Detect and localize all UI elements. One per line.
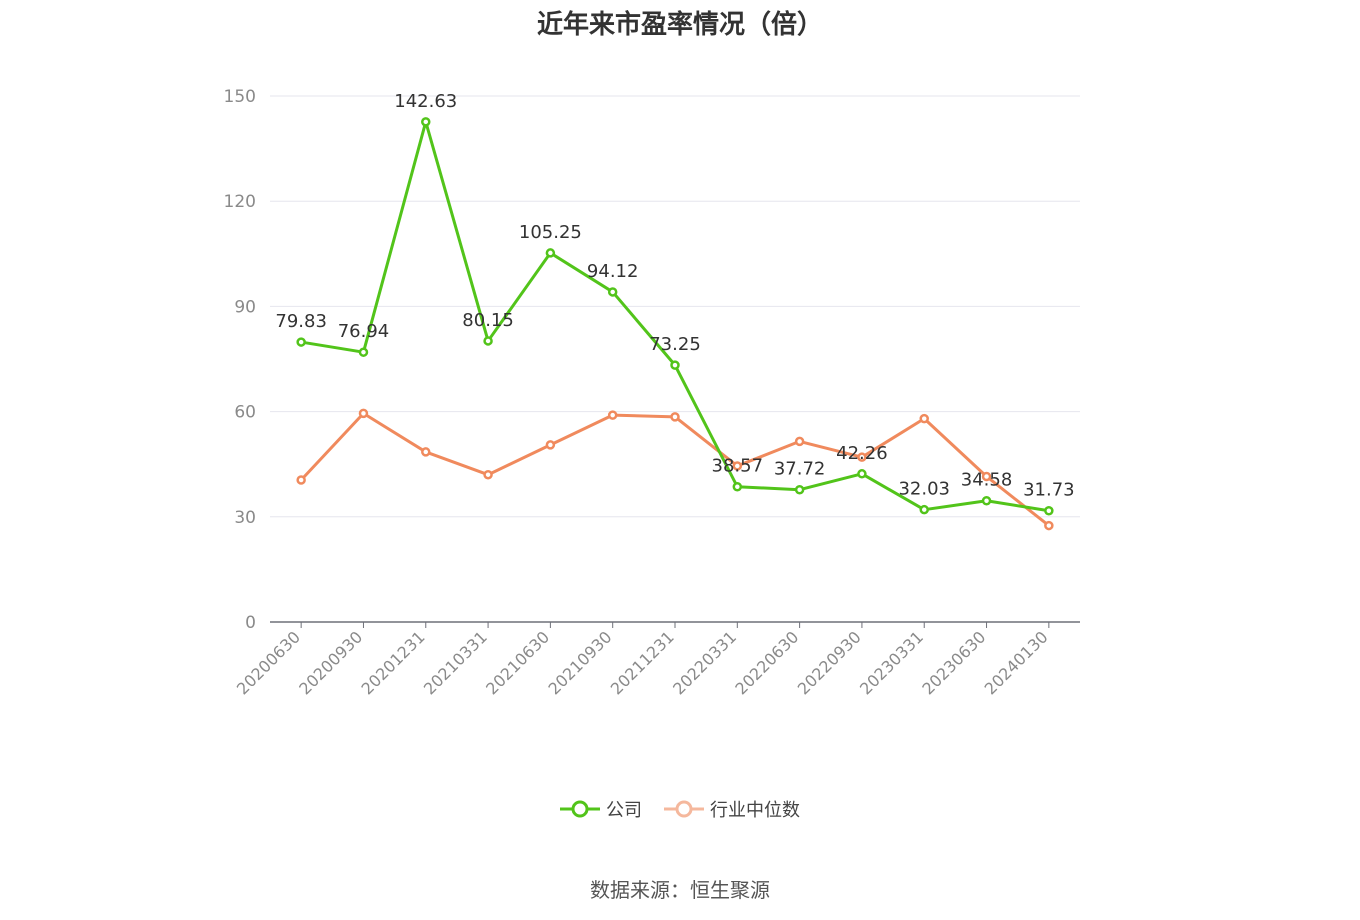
company-data-label: 32.03 [898,479,950,500]
x-tick-label: 20240130 [981,627,1052,698]
x-tick-label: 20201231 [358,627,429,698]
company-point [857,469,867,479]
y-tick-label: 120 [224,192,256,212]
company-point [1044,505,1054,516]
company-point [483,336,493,346]
industry-point [670,412,680,422]
grid-lines [270,95,1080,518]
industry-point [981,471,992,482]
company-data-label: 73.25 [649,334,701,355]
company-point [358,347,369,357]
industry-point [607,410,618,420]
x-tick-label: 20200930 [295,627,366,698]
y-axis-ticks: 0 30 60 90 120 150 [224,87,256,633]
company-point [607,287,618,297]
company-point [732,481,743,492]
legend-industry-icon [664,800,704,818]
x-tick-label: 20220630 [731,627,802,698]
company-data-label: 105.25 [519,222,582,243]
company-data-label: 76.94 [338,321,390,342]
company-data-label: 38.57 [712,456,764,477]
industry-point [483,469,493,480]
x-tick-label: 20230331 [856,627,927,698]
x-tick-label: 20200630 [233,627,304,698]
legend-item-company[interactable]: 公司 [560,796,642,822]
legend: 公司 行业中位数 [0,796,1360,822]
x-tick-label: 20210930 [545,627,616,698]
company-data-label: 42.26 [836,443,888,464]
company-point [421,117,431,127]
company-data-label: 31.73 [1023,480,1075,501]
x-tick-label: 20211231 [607,627,678,698]
x-tick-label: 20230630 [918,627,989,698]
company-point [794,484,805,495]
company-point [919,504,929,515]
legend-item-industry[interactable]: 行业中位数 [664,796,800,822]
industry-point [857,452,867,462]
data-source: 数据来源：恒生聚源 [590,878,770,902]
company-data-label: 94.12 [587,261,639,282]
y-tick-label: 0 [245,613,256,633]
company-data-label: 37.72 [774,459,826,480]
company-point [670,360,680,370]
company-data-label: 142.63 [394,91,457,112]
legend-company-label: 公司 [606,800,642,821]
company-data-label: 79.83 [275,311,327,332]
legend-company-icon [560,800,600,818]
industry-point [421,447,431,457]
x-tick-label: 20210630 [482,627,553,698]
legend-industry-label: 行业中位数 [710,800,800,821]
x-tick-label: 20220331 [669,627,740,698]
industry-point [358,408,369,419]
industry-point [545,440,556,450]
company-data-label: 80.15 [462,310,514,331]
industry-point [1044,520,1054,531]
x-axis: 2020063020200930202012312021033120210630… [233,621,1080,698]
chart-title: 近年来市盈率情况（倍） [536,10,823,40]
company-point [981,495,992,506]
industry-point [919,413,929,424]
x-tick-label: 20210331 [420,627,491,698]
industry-point [732,461,743,471]
company-point [296,337,306,347]
y-tick-label: 90 [234,297,256,317]
company-line [300,120,1050,513]
series-group [296,117,1054,531]
company-point [545,248,556,258]
y-tick-label: 60 [234,403,256,423]
company-data-label: 34.58 [961,470,1013,491]
x-tick-label: 20220930 [794,627,865,698]
industry-point [296,475,306,485]
y-tick-label: 30 [234,508,256,528]
industry-point [794,436,805,447]
y-tick-label: 150 [224,87,256,107]
